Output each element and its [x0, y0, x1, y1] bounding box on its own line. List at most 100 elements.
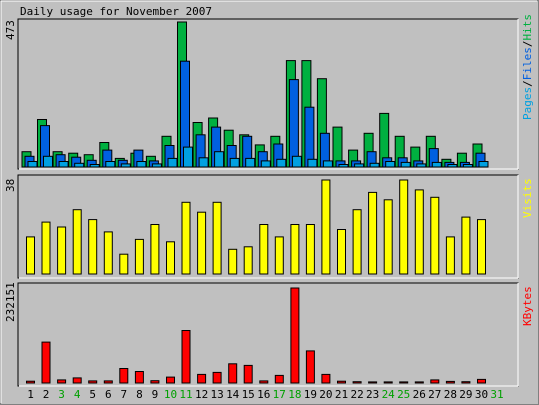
visits-bar-day-11: [181, 201, 191, 275]
visits-bar-day-12: [197, 211, 207, 275]
pages-bar-day-23: [369, 162, 380, 168]
day-label-18: 18: [288, 388, 301, 401]
kbytes-bar-day-1: [26, 380, 35, 384]
hits-bars: [21, 21, 489, 168]
pages-bar-day-20: [322, 160, 333, 168]
kbytes-bar-day-16: [259, 380, 269, 384]
hits-legend: Pages/Files/Hits: [521, 14, 534, 120]
kbytes-bar-day-12: [197, 373, 207, 384]
pages-bar-day-17: [276, 158, 287, 168]
visits-bar-day-29: [461, 216, 471, 275]
visits-bar-day-16: [259, 224, 269, 275]
visits-bar-day-1: [26, 236, 35, 275]
kbytes-bar-day-14: [228, 363, 238, 384]
pages-bar-day-10: [167, 157, 178, 168]
visits-max-label: 38: [4, 179, 17, 192]
kbytes-bar-day-24: [383, 381, 393, 384]
files-bar-day-18: [288, 79, 299, 168]
pages-bar-day-12: [198, 157, 209, 168]
kbytes-legend: KBytes: [521, 286, 534, 326]
files-bar-day-19: [304, 106, 315, 168]
kbytes-bar-day-10: [166, 376, 175, 384]
day-label-15: 15: [242, 388, 255, 401]
legend-files: Files: [521, 47, 534, 80]
pages-bar-day-2: [43, 155, 53, 168]
kbytes-bar-day-20: [321, 373, 331, 384]
pages-bar-day-27: [431, 161, 442, 168]
visits-bar-day-9: [150, 224, 160, 275]
visits-bar-day-14: [228, 248, 238, 275]
kbytes-max-label: 232151: [4, 282, 17, 322]
day-label-10: 10: [164, 388, 177, 401]
visits-bar-day-4: [72, 209, 82, 275]
visits-bar-day-30: [477, 219, 486, 275]
visits-bar-day-17: [274, 236, 284, 275]
legend-pages: Pages: [521, 87, 534, 120]
visits-bar-day-23: [368, 191, 378, 275]
day-label-30: 30: [475, 388, 488, 401]
pages-bar-day-19: [307, 158, 318, 168]
day-label-7: 7: [120, 388, 127, 401]
day-label-1: 1: [27, 388, 34, 401]
kbytes-bar-day-21: [337, 380, 346, 384]
chart-title: Daily usage for November 2007: [20, 5, 212, 18]
pages-bar-day-1: [27, 161, 38, 168]
kbytes-bar-day-15: [243, 364, 253, 384]
pages-bar-day-29: [462, 164, 473, 168]
day-label-26: 26: [413, 388, 426, 401]
day-label-12: 12: [195, 388, 208, 401]
visits-bar-day-21: [337, 229, 346, 275]
visits-bar-day-26: [414, 189, 424, 275]
pages-bar-day-26: [416, 163, 427, 168]
day-label-23: 23: [366, 388, 379, 401]
visits-bar-day-20: [321, 179, 331, 275]
visits-bar-day-22: [352, 209, 362, 275]
kbytes-bar-day-8: [134, 371, 144, 384]
kbytes-bar-day-4: [72, 377, 82, 384]
kbytes-bar-day-25: [399, 381, 409, 384]
day-label-28: 28: [444, 388, 457, 401]
kbytes-bar-day-26: [414, 381, 424, 384]
day-label-2: 2: [43, 388, 50, 401]
day-label-9: 9: [152, 388, 159, 401]
kbytes-bar-day-5: [88, 380, 98, 384]
kbytes-bar-day-19: [305, 350, 315, 384]
day-label-29: 29: [459, 388, 472, 401]
visits-bar-day-10: [166, 241, 175, 275]
visits-bar-day-3: [57, 226, 67, 275]
kbytes-bar-day-18: [290, 287, 300, 384]
kbytes-bar-day-17: [274, 374, 284, 384]
pages-bar-day-14: [229, 157, 240, 168]
visits-bar-day-18: [290, 224, 300, 275]
day-label-31: 31: [490, 388, 503, 401]
visits-bar-day-7: [119, 253, 129, 275]
day-label-16: 16: [257, 388, 270, 401]
pages-bar-day-8: [136, 161, 147, 168]
pages-bar-day-6: [105, 161, 116, 168]
day-label-20: 20: [319, 388, 332, 401]
day-label-3: 3: [58, 388, 65, 401]
hits-max-label: 473: [4, 20, 17, 40]
kbytes-bars: [26, 287, 486, 384]
kbytes-bar-day-29: [461, 381, 471, 384]
visits-bar-day-13: [212, 201, 222, 275]
day-label-5: 5: [89, 388, 96, 401]
visits-bar-day-25: [399, 179, 409, 275]
legend-hits: Hits: [521, 14, 534, 41]
pages-bar-day-24: [385, 161, 396, 168]
day-label-13: 13: [210, 388, 223, 401]
kbytes-bar-day-2: [41, 341, 51, 384]
pages-bar-day-16: [260, 160, 271, 168]
day-label-4: 4: [74, 388, 81, 401]
visits-bar-day-6: [103, 231, 113, 275]
kbytes-bar-day-6: [103, 380, 113, 384]
pages-bar-day-7: [120, 163, 131, 168]
kbytes-bar-day-23: [368, 381, 378, 384]
day-label-24: 24: [382, 388, 396, 401]
pages-bar-day-25: [400, 161, 411, 168]
pages-bar-day-3: [58, 161, 69, 168]
day-labels: 1 2 3 4 5 6 7 8 9 10 11 12 13 14 15 16 17 18 19 20 21 22 23 24 2…: [27, 388, 503, 401]
day-label-27: 27: [428, 388, 441, 401]
day-label-8: 8: [136, 388, 143, 401]
